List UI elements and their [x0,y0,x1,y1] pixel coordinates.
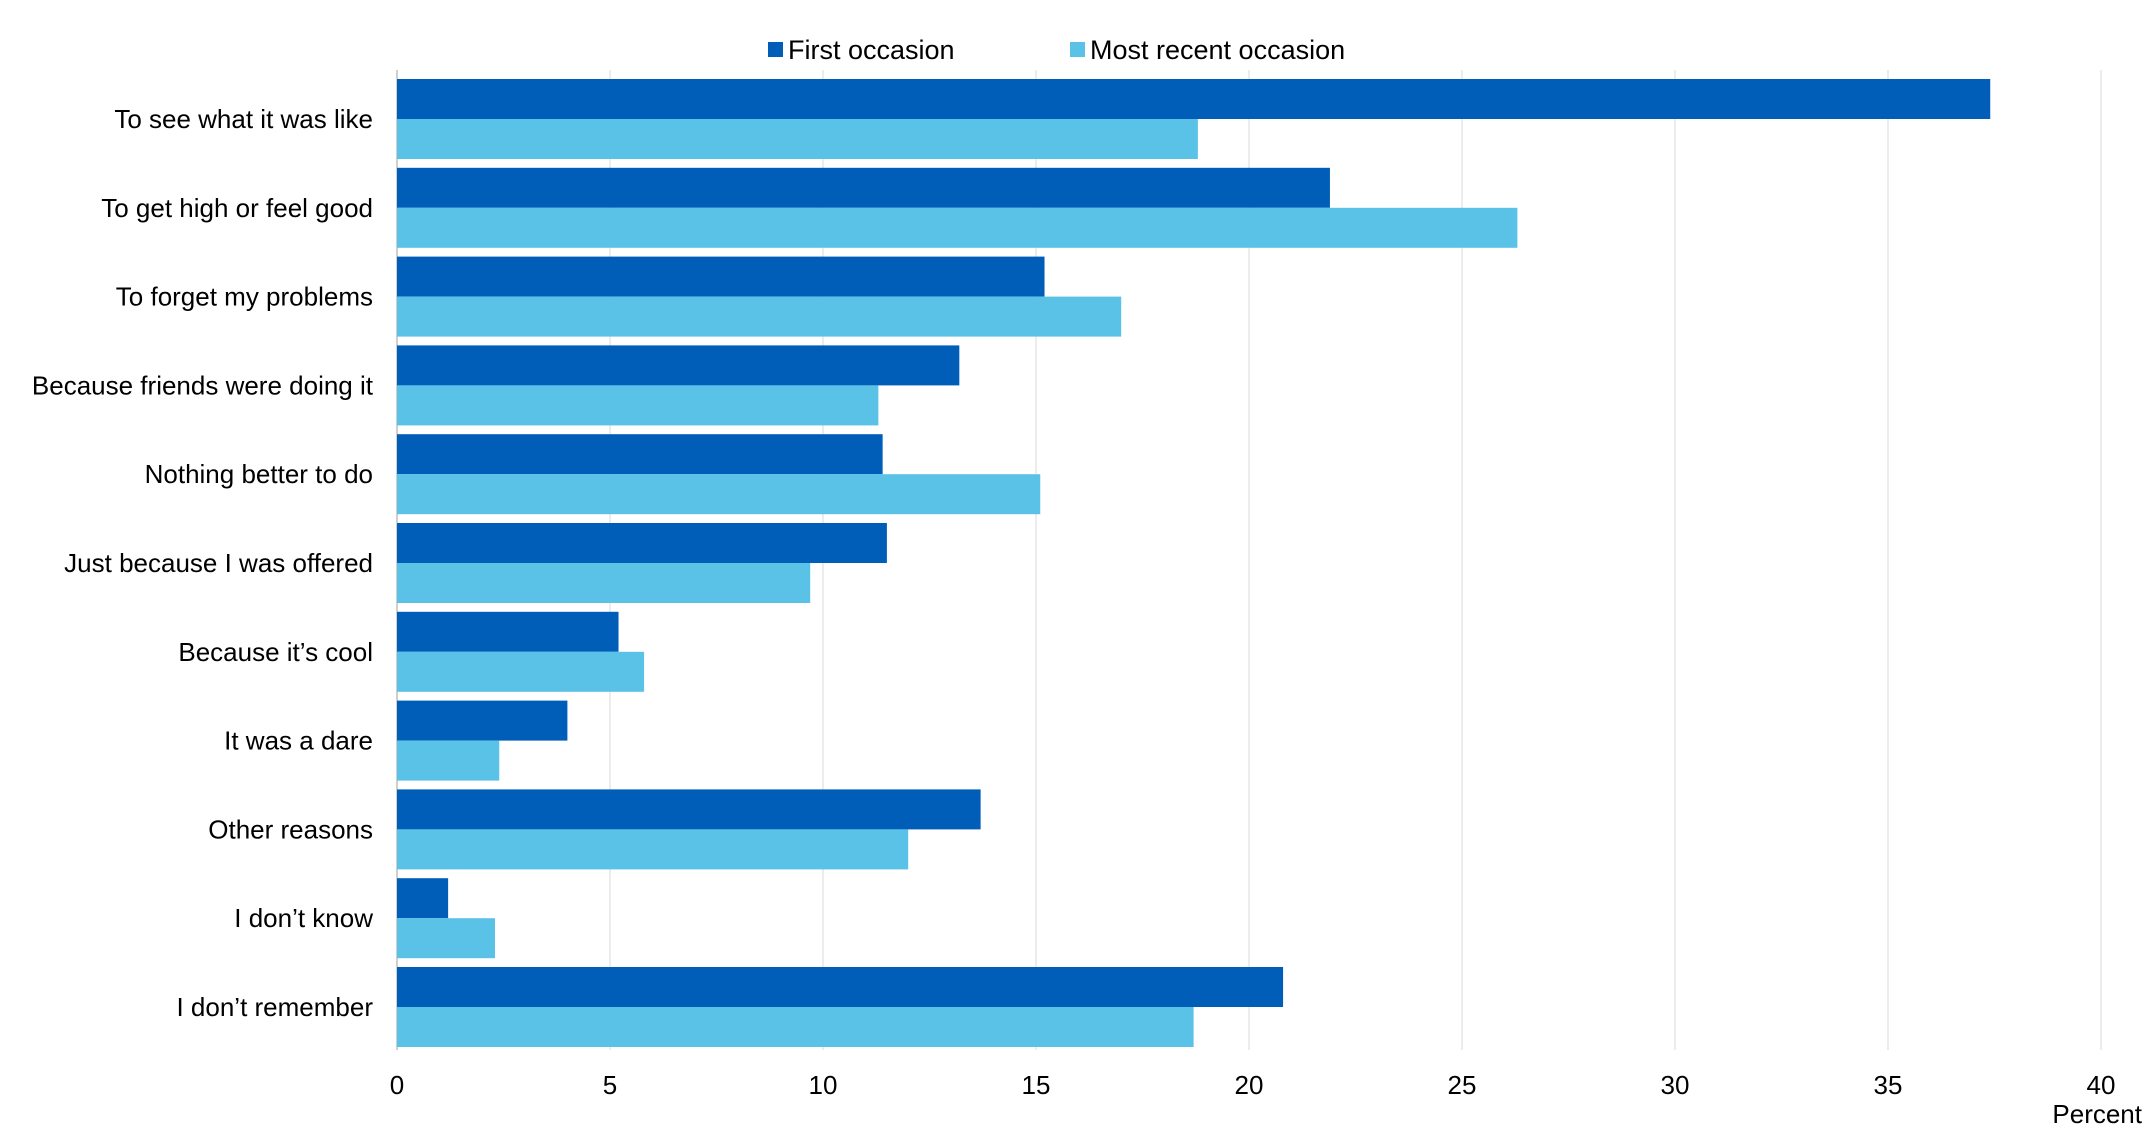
x-tick-label: 15 [1022,1070,1051,1100]
category-label: It was a dare [224,726,373,756]
bar-first-occasion [397,256,1045,297]
bar-first-occasion [397,167,1330,208]
category-labels: To see what it was like To get high or fe… [32,104,374,1022]
bar-first-occasion [397,700,568,741]
bar-series [397,79,1991,1047]
bar-most-recent-occasion [397,829,909,870]
bar-most-recent-occasion [397,1007,1194,1047]
legend-label-first-occasion: First occasion [788,35,955,65]
x-tick-label: 40 [2087,1070,2116,1100]
legend-swatch-most-recent-occasion [1070,42,1085,57]
category-label: To see what it was like [114,104,373,134]
x-tick-label: 0 [390,1070,404,1100]
category-label: I don’t remember [176,992,373,1022]
bar-first-occasion [397,789,981,830]
bar-most-recent-occasion [397,740,500,781]
bar-first-occasion [397,434,883,475]
x-tick-label: 5 [603,1070,617,1100]
bar-most-recent-occasion [397,918,495,959]
category-label: Just because I was offered [64,548,373,578]
x-tick-label: 35 [1874,1070,1903,1100]
x-tick-label: 25 [1448,1070,1477,1100]
bar-most-recent-occasion [397,207,1518,248]
legend-swatch-first-occasion [768,42,783,57]
category-label: To get high or feel good [101,193,373,223]
bar-most-recent-occasion [397,651,645,692]
legend-label-most-recent-occasion: Most recent occasion [1090,35,1345,65]
bar-first-occasion [397,79,1991,119]
bar-first-occasion [397,611,619,652]
bar-most-recent-occasion [397,119,1198,159]
bar-first-occasion [397,345,960,386]
bar-first-occasion [397,523,887,563]
bar-most-recent-occasion [397,385,879,426]
bar-most-recent-occasion [397,474,1041,515]
bar-most-recent-occasion [397,296,1122,337]
x-tick-label: 10 [809,1070,838,1100]
x-tick-label: 30 [1661,1070,1690,1100]
category-label: Nothing better to do [145,459,373,489]
category-label: Other reasons [208,814,373,844]
x-axis-title: Percent [2052,1099,2142,1129]
category-label: Because friends were doing it [32,370,374,400]
legend: First occasion Most recent occasion [768,35,1345,65]
x-tick-labels: 0 5 10 15 20 25 30 35 40 [390,1070,2116,1100]
x-tick-label: 20 [1235,1070,1264,1100]
bar-first-occasion [397,878,449,919]
category-label: Because it’s cool [178,637,373,667]
category-label: I don’t know [234,903,373,933]
category-label: To forget my problems [116,282,373,312]
bar-first-occasion [397,967,1284,1007]
bar-most-recent-occasion [397,563,811,603]
